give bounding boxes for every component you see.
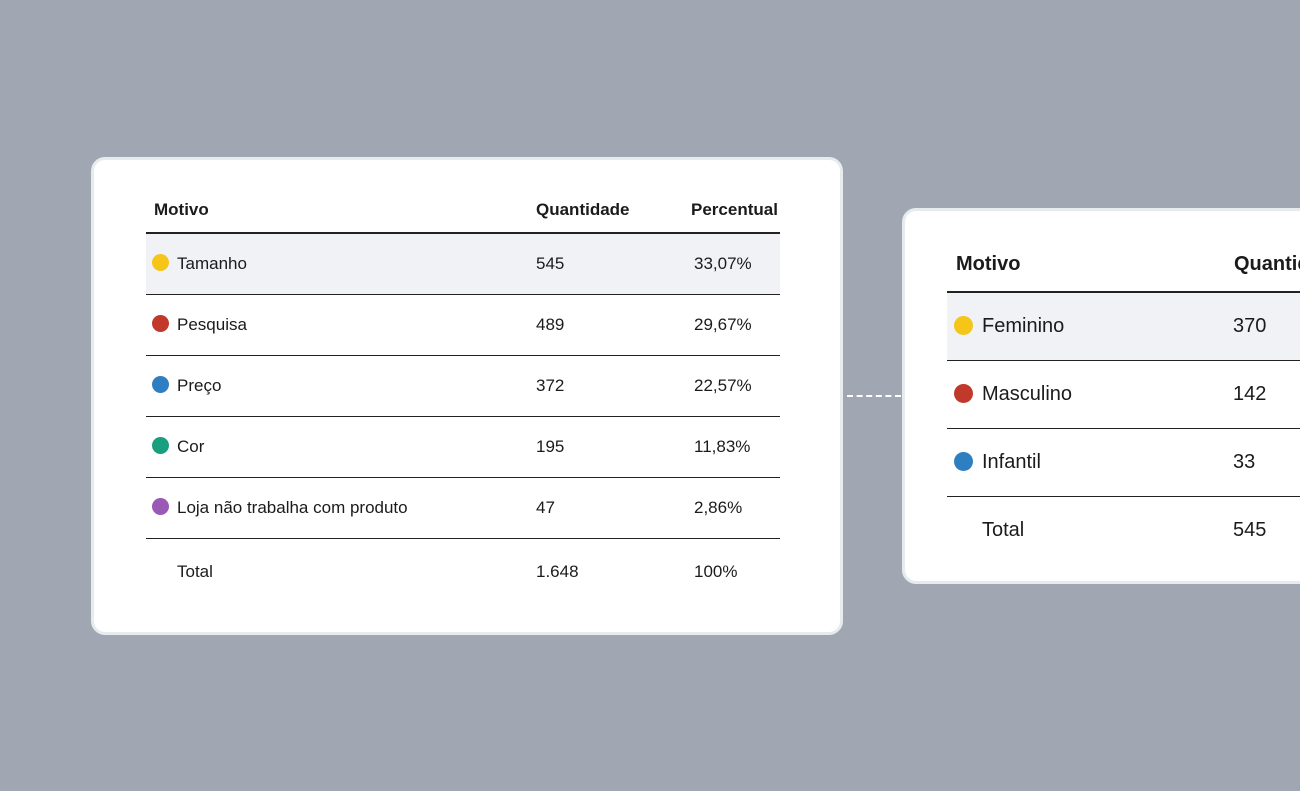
total-row: Total 545	[947, 497, 1300, 565]
total-label: Total	[982, 519, 1025, 541]
table-row: Tamanho 545 33,07%	[146, 233, 780, 295]
row-label: Infantil	[947, 428, 1225, 497]
row-label: Tamanho	[146, 233, 533, 295]
table-row: Pesquisa 489 29,67%	[146, 294, 780, 356]
total-label: Total	[177, 562, 213, 581]
cell: 545	[533, 233, 686, 295]
cell: 33	[1225, 428, 1300, 497]
table: Motivo Quantidade Percentual Tamanho 545 33,0…	[146, 188, 780, 605]
row-label: Cor	[146, 416, 533, 478]
cell: 372	[533, 355, 686, 417]
total-row: Total 1.648 100%	[146, 539, 780, 606]
legend-dot	[152, 315, 169, 332]
cell: 47	[533, 477, 686, 539]
row-label: Preço	[146, 355, 533, 417]
table-row: Loja não trabalha com produto 47 2,86%	[146, 477, 780, 539]
legend-dot	[152, 437, 169, 454]
legend-dot	[152, 498, 169, 515]
legend-dot	[954, 451, 973, 471]
row-label: Pesquisa	[146, 294, 533, 356]
total-cell: 100%	[694, 562, 738, 581]
total-cell: 545	[1233, 519, 1267, 541]
cell: 29,67%	[686, 294, 780, 356]
cell: 195	[533, 416, 686, 478]
header-row: Motivo Quantidade Percentual	[146, 188, 780, 234]
row-label: Loja não trabalha com produto	[146, 477, 533, 539]
row-label: Feminino	[947, 292, 1225, 361]
legend-dot	[954, 383, 973, 403]
cell: 33,07%	[686, 233, 780, 295]
table-row: Feminino 370	[947, 292, 1300, 361]
connector	[847, 395, 901, 397]
legend-dot	[954, 315, 973, 335]
column-header: Percentual	[686, 188, 780, 234]
cell: 22,57%	[686, 355, 780, 417]
table-card: MotivoQuantidadeFeminino370Masculino142I…	[902, 208, 1300, 584]
table-row: Preço 372 22,57%	[146, 355, 780, 417]
table-row: Infantil 33	[947, 428, 1300, 497]
column-header: Motivo	[947, 238, 1225, 293]
table-card: Motivo Quantidade Percentual Tamanho 545 33,0…	[91, 157, 843, 635]
cell: 370	[1225, 292, 1300, 361]
legend-dot	[152, 254, 169, 271]
table: MotivoQuantidadeFeminino370Masculino142I…	[947, 238, 1300, 564]
cell: 2,86%	[686, 477, 780, 539]
column-header: Quantidade	[533, 188, 686, 234]
column-header: Quantidade	[1225, 238, 1300, 293]
legend-dot	[152, 376, 169, 393]
row-label: Masculino	[947, 360, 1225, 429]
table-row: Masculino 142	[947, 360, 1300, 429]
cell: 142	[1225, 360, 1300, 429]
table-row: Cor 195 11,83%	[146, 416, 780, 478]
cell: 489	[533, 294, 686, 356]
column-header: Motivo	[146, 188, 533, 234]
cell: 11,83%	[686, 416, 780, 478]
total-cell: 1.648	[536, 562, 579, 581]
